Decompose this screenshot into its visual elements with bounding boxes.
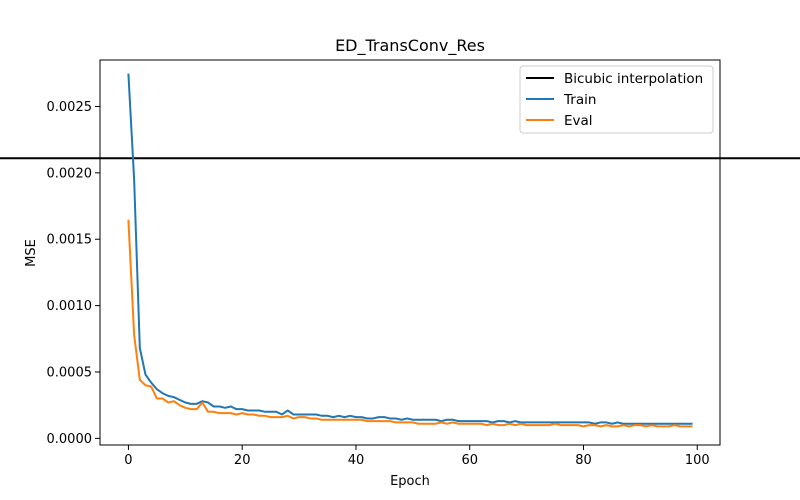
y-tick-label: 0.0005 — [47, 365, 93, 380]
x-tick-label: 60 — [461, 453, 478, 468]
legend-box — [519, 65, 714, 134]
series-lines — [127, 73, 693, 428]
x-tick-label: 0 — [124, 453, 132, 468]
x-tick-label: 100 — [685, 453, 710, 468]
legend: Bicubic interpolation Train Eval — [519, 65, 714, 134]
x-tick-label: 40 — [348, 453, 365, 468]
axes-frame — [99, 59, 721, 446]
legend-label-bicubic: Bicubic interpolation — [564, 71, 703, 87]
x-tick-label: 20 — [234, 453, 251, 468]
plot-area — [0, 59, 800, 446]
series-line-eval — [127, 219, 693, 428]
series-line-train — [127, 73, 693, 425]
legend-label-train: Train — [563, 92, 596, 108]
chart-title: ED_TransConv_Res — [335, 36, 485, 56]
y-tick-label: 0.0025 — [47, 100, 93, 115]
y-axis-label: MSE — [24, 239, 39, 267]
y-axis-ticks: 0.0000 0.0005 0.0010 0.0015 0.0020 0.0025 — [47, 100, 100, 447]
legend-label-eval: Eval — [564, 113, 593, 129]
y-tick-label: 0.0020 — [47, 166, 93, 181]
x-axis-label: Epoch — [390, 474, 430, 489]
y-tick-label: 0.0015 — [47, 233, 93, 248]
y-tick-label: 0.0010 — [47, 299, 93, 314]
x-axis-ticks: 0 20 40 60 80 100 — [124, 445, 710, 468]
x-tick-label: 80 — [575, 453, 592, 468]
y-tick-label: 0.0000 — [47, 432, 93, 447]
